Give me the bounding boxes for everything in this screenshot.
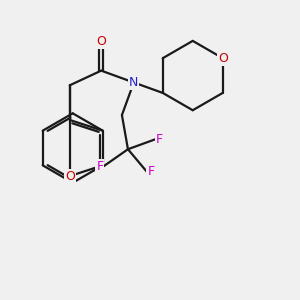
Text: O: O	[96, 35, 106, 48]
Text: F: F	[96, 160, 103, 172]
Text: F: F	[156, 133, 163, 146]
Text: N: N	[129, 76, 139, 89]
Text: F: F	[147, 165, 155, 178]
Text: O: O	[65, 169, 75, 183]
Text: O: O	[218, 52, 228, 65]
